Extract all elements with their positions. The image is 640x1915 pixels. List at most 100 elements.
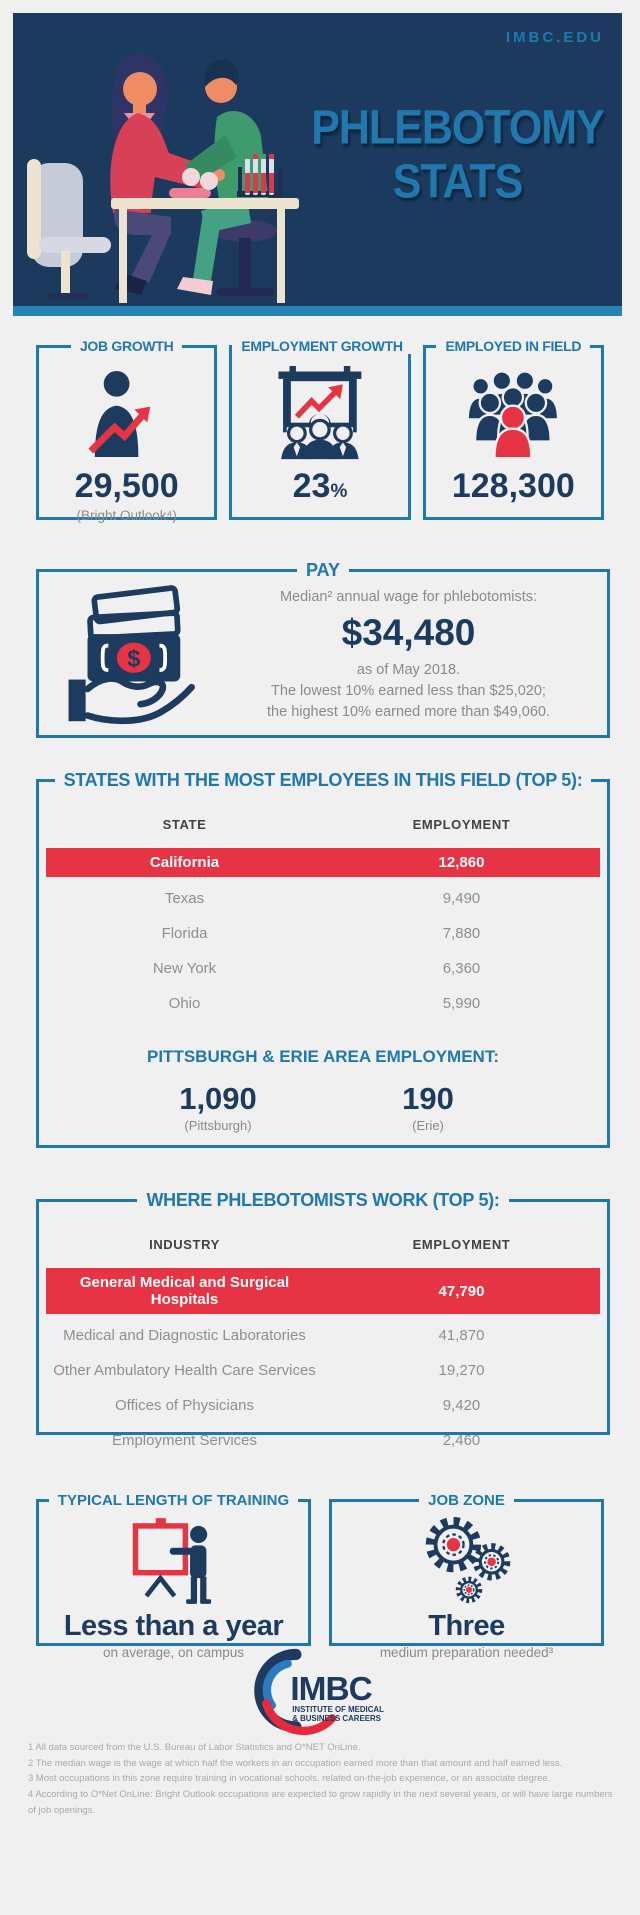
pay-amount: $34,480	[341, 611, 476, 653]
employment-growth-panel: EMPLOYMENT GROWTH 23%	[229, 338, 411, 520]
work-title: WHERE PHLEBOTOMISTS WORK (TOP 5):	[146, 1190, 500, 1210]
page-title-line2: STATS	[392, 154, 524, 209]
states-panel: STATES WITH THE MOST EMPLOYEES IN THIS F…	[36, 770, 610, 1148]
header-banner: IMBC.EDU	[13, 13, 622, 316]
logo-caption-line2: & BUSINESS CAREERS	[292, 1714, 381, 1723]
crowd-icon	[467, 370, 560, 460]
table-row: Offices of Physicians 9,420	[46, 1388, 600, 1423]
column-header-employment: EMPLOYMENT	[412, 817, 511, 832]
pay-detail-line: The lowest 10% earned less than $25,020;	[271, 682, 546, 699]
pittsburgh-erie-row: 1,090 (Pittsburgh) 190 (Erie)	[39, 1083, 607, 1133]
employed-in-field-title: EMPLOYED IN FIELD	[445, 338, 582, 354]
column-header-industry: INDUSTRY	[149, 1237, 220, 1252]
employed-in-field-panel: EMPLOYED IN FIELD 128,300	[422, 338, 604, 520]
work-table: INDUSTRY EMPLOYMENT General Medical and …	[39, 1211, 607, 1458]
pay-detail-line: the highest 10% earned more than $49,060…	[267, 704, 550, 720]
pay-body: $ Median² annual wage for phlebotomists:…	[39, 581, 607, 731]
training-panel: TYPICAL LENGTH OF TRAINING Less than a y…	[36, 1492, 311, 1660]
page-title-line1: PHLEBOTOMY	[311, 101, 605, 155]
cell-employment: 19,270	[438, 1362, 485, 1379]
value-number: 29,500	[74, 467, 179, 505]
pittsburgh-stat: 1,090 (Pittsburgh)	[133, 1083, 303, 1133]
training-value: Less than a year	[63, 1610, 284, 1642]
footnote-3: 3 Most occupations in this zone require …	[28, 1773, 551, 1785]
job-growth-title: JOB GROWTH	[79, 338, 174, 354]
cell-state: California	[149, 854, 220, 871]
cell-employment: 9,420	[442, 1397, 481, 1414]
job-growth-value: 29,500	[39, 469, 214, 503]
gears-icon	[425, 1516, 511, 1604]
table-row: Employment Services 2,460	[46, 1423, 600, 1458]
banner-accent-stripe	[13, 306, 622, 316]
employed-in-field-value: 128,300	[426, 469, 601, 503]
cell-industry: Employment Services	[111, 1432, 258, 1449]
erie-stat: 190 (Erie)	[343, 1083, 513, 1133]
footnote-1: 1 All data sourced from the U.S. Bureau …	[28, 1742, 361, 1753]
job-zone-title: JOB ZONE	[428, 1492, 505, 1509]
footnote-2: 2 The median wage is the wage at which h…	[28, 1757, 563, 1769]
logo-caption-line1: INSTITUTE OF MEDICAL	[292, 1705, 384, 1714]
states-table-header: STATE EMPLOYMENT	[46, 811, 600, 846]
table-row-highlight: California 12,860	[46, 848, 600, 877]
phlebotomy-illustration	[27, 53, 299, 303]
column-header-state: STATE	[162, 817, 207, 832]
footnotes: 1 All data sourced from the U.S. Bureau …	[28, 1740, 618, 1818]
cell-industry: Medical and Diagnostic Laboratories	[63, 1327, 306, 1344]
pay-panel: PAY $ Median² annual wage for phlebotomi	[36, 560, 610, 738]
pittsburgh-value: 1,090	[179, 1081, 257, 1116]
value-number: 128,300	[451, 467, 575, 505]
training-title: TYPICAL LENGTH OF TRAINING	[57, 1492, 290, 1509]
job-growth-panel: JOB GROWTH 29,500 (Bright Outlook⁴)	[36, 338, 218, 523]
person-rising-arrow-icon	[88, 370, 151, 458]
cell-employment: 6,360	[442, 960, 481, 977]
cell-state: Ohio	[168, 995, 201, 1012]
logo-text: IMBC	[290, 1671, 372, 1708]
pay-detail-line: as of May 2018.	[356, 661, 461, 678]
cell-state: New York	[152, 960, 217, 977]
employment-growth-value: 23%	[232, 469, 407, 503]
work-panel: WHERE PHLEBOTOMISTS WORK (TOP 5): INDUST…	[36, 1190, 610, 1449]
cell-industry: General Medical and Surgical Hospitals	[79, 1274, 290, 1308]
cell-state: Texas	[164, 890, 205, 907]
job-zone-note: medium preparation needed³	[379, 1645, 554, 1660]
job-growth-note: (Bright Outlook⁴)	[76, 508, 177, 523]
erie-value: 190	[402, 1081, 454, 1116]
cell-employment: 47,790	[438, 1282, 485, 1300]
pay-title: PAY	[305, 560, 341, 580]
erie-label: (Erie)	[412, 1118, 444, 1133]
pay-intro: Median² annual wage for phlebotomists:	[279, 588, 538, 605]
table-row: Florida 7,880	[46, 916, 600, 951]
job-zone-value: Three	[428, 1610, 505, 1642]
cell-employment: 7,880	[442, 925, 481, 942]
table-row-highlight: General Medical and Surgical Hospitals 4…	[46, 1268, 600, 1314]
cell-employment: 41,870	[438, 1327, 485, 1344]
states-table: STATE EMPLOYMENT California 12,860 Texas…	[39, 791, 607, 1021]
site-url[interactable]: IMBC.EDU	[505, 29, 604, 46]
work-table-header: INDUSTRY EMPLOYMENT	[46, 1231, 600, 1266]
training-note: on average, on campus	[102, 1645, 245, 1660]
table-row: Texas 9,490	[46, 881, 600, 916]
value-number: 23	[292, 467, 331, 505]
states-title: STATES WITH THE MOST EMPLOYEES IN THIS F…	[63, 770, 583, 790]
footnote-4: 4 According to O*Net OnLine: Bright Outl…	[28, 1789, 613, 1816]
pay-text: Median² annual wage for phlebotomists: $…	[224, 589, 607, 723]
cell-state: Florida	[161, 925, 208, 942]
imbc-logo: IMBC INSTITUTE OF MEDICAL & BUSINESS CAR…	[254, 1648, 384, 1736]
cell-industry: Offices of Physicians	[115, 1397, 254, 1414]
cell-industry: Other Ambulatory Health Care Services	[53, 1362, 316, 1379]
logo-wrap: IMBC INSTITUTE OF MEDICAL & BUSINESS CAR…	[0, 1648, 640, 1736]
job-zone-panel: JOB ZONE Three medium preparatio	[329, 1492, 604, 1660]
value-unit: %	[330, 481, 348, 502]
svg-text:$: $	[127, 646, 140, 672]
pay-details: as of May 2018. The lowest 10% earned le…	[224, 660, 593, 723]
table-row: Other Ambulatory Health Care Services 19…	[46, 1353, 600, 1388]
cell-employment: 5,990	[442, 995, 481, 1012]
pittsburgh-label: (Pittsburgh)	[184, 1118, 252, 1133]
column-header-employment: EMPLOYMENT	[412, 1237, 511, 1252]
pay-icon-wrap: $	[39, 583, 224, 730]
presenter-easel-icon	[132, 1518, 211, 1604]
money-in-hand-icon: $	[68, 584, 195, 724]
stats-row: JOB GROWTH 29,500 (Bright Outlook⁴) EMPL…	[36, 338, 604, 523]
bottom-row: TYPICAL LENGTH OF TRAINING Less than a y…	[36, 1492, 604, 1660]
page-title: PHLEBOTOMY STATS	[305, 101, 610, 209]
